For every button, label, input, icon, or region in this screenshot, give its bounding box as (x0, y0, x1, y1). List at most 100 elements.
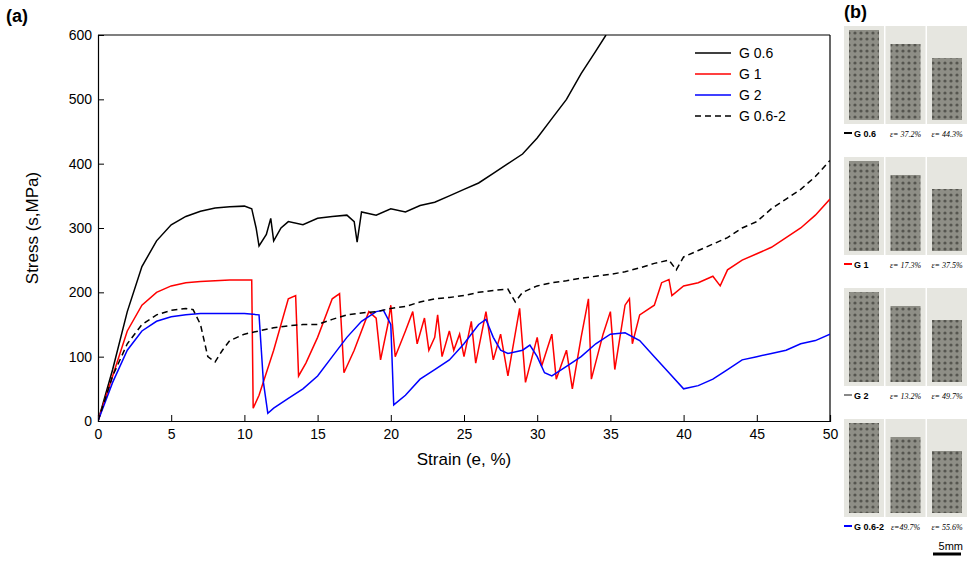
specimen-photo (927, 26, 967, 124)
strain-caption: ε= 44.3% (931, 130, 963, 139)
specimen-photo (886, 288, 926, 386)
x-tick-label: 20 (384, 426, 400, 442)
specimen (891, 175, 921, 251)
legend-swatch (695, 115, 731, 117)
y-tick-label: 0 (84, 413, 92, 429)
x-tick: 35 (603, 415, 619, 442)
specimen (932, 189, 962, 251)
legend-label: G 0.6 (739, 45, 773, 61)
row-name: G 2 (854, 391, 869, 401)
specimen-photo (927, 157, 967, 255)
x-axis-title: Strain (e, %) (417, 450, 511, 469)
legend-label: G 0.6-2 (739, 108, 786, 124)
specimen-photo (886, 26, 926, 124)
specimen (891, 306, 921, 382)
specimen-photo (927, 288, 967, 386)
x-axis-line (99, 415, 831, 422)
series-line (98, 160, 830, 421)
x-tick-mark (610, 415, 611, 421)
row-name: G 0.6-2 (854, 522, 884, 532)
x-tick: 5 (168, 415, 176, 442)
strain-caption: ε= 17.3% (890, 261, 922, 270)
x-tick-label: 45 (750, 426, 766, 442)
x-tick-label: 40 (676, 426, 692, 442)
strain-caption: ε=49.7% (891, 523, 921, 532)
specimen (891, 44, 921, 120)
y-axis-line (99, 36, 105, 422)
y-tick-mark (98, 421, 104, 422)
y-tick: 100 (69, 349, 104, 365)
legend-label: G 1 (739, 66, 762, 82)
x-tick-mark (171, 415, 172, 421)
x-tick-label: 10 (237, 426, 253, 442)
frame-top (98, 34, 830, 35)
y-tick-label: 100 (69, 349, 93, 365)
specimen (891, 437, 921, 513)
row-swatch (844, 132, 852, 134)
strain-caption: ε= 37.5% (931, 261, 963, 270)
frame-right (829, 35, 830, 421)
specimen-photo (844, 26, 884, 124)
strain-caption: ε= 49.7% (931, 392, 963, 401)
specimen-photo (844, 157, 884, 255)
y-axis: 0100200300400500600 (69, 27, 104, 429)
x-tick-mark (391, 415, 392, 421)
row-name: G 1 (854, 260, 869, 270)
x-tick-label: 35 (603, 426, 619, 442)
y-tick: 200 (69, 284, 104, 300)
row-swatch (844, 525, 852, 527)
y-tick-mark (98, 99, 104, 100)
x-tick-label: 25 (457, 426, 473, 442)
x-tick-mark (537, 415, 538, 421)
row-swatch (844, 394, 852, 396)
specimen (932, 58, 962, 120)
legend: G 0.6G 1G 2G 0.6-2 (695, 45, 786, 124)
y-tick: 0 (84, 413, 104, 429)
specimen-photo (886, 157, 926, 255)
y-tick-mark (98, 228, 104, 229)
x-tick-mark (757, 415, 758, 421)
x-tick: 45 (750, 415, 766, 442)
x-tick: 10 (237, 415, 253, 442)
x-tick: 15 (310, 415, 326, 442)
specimen (849, 161, 879, 251)
x-tick-label: 50 (823, 426, 839, 442)
specimen-photo (886, 419, 926, 517)
x-tick-label: 5 (168, 426, 176, 442)
specimen (932, 320, 962, 382)
plot-lines (98, 35, 830, 421)
x-tick-label: 30 (530, 426, 546, 442)
legend-swatch (695, 94, 731, 96)
y-tick-label: 500 (69, 91, 93, 107)
y-tick-label: 400 (69, 156, 93, 172)
x-tick: 50 (823, 415, 839, 442)
scale-bar (933, 553, 961, 556)
series-line (98, 310, 830, 421)
y-tick-label: 200 (69, 284, 93, 300)
y-axis-title: Stress (s,MPa) (23, 172, 42, 284)
specimen (849, 423, 879, 513)
row-name: G 0.6 (854, 129, 876, 139)
photo-panel: G 0.6ε= 37.2%ε= 44.3%G 1ε= 17.3%ε= 37.5%… (844, 26, 967, 532)
scale-bar-label: 5mm (939, 540, 963, 552)
specimen (932, 451, 962, 513)
x-tick-label: 15 (310, 426, 326, 442)
strain-caption: ε= 55.6% (931, 523, 963, 532)
series-line (98, 199, 830, 421)
panel-label: (a) (6, 6, 28, 26)
x-tick: 20 (384, 415, 400, 442)
y-tick-label: 600 (69, 27, 93, 43)
x-tick: 25 (457, 415, 473, 442)
y-tick-mark (98, 164, 104, 165)
legend-swatch (695, 52, 731, 54)
y-tick-mark (98, 292, 104, 293)
x-tick: 30 (530, 415, 546, 442)
x-tick-mark (244, 415, 245, 421)
row-swatch (844, 263, 852, 265)
x-tick-mark (684, 415, 685, 421)
x-tick-mark (318, 415, 319, 421)
figure: (a)0510152025303540455001002003004005006… (0, 0, 969, 565)
x-tick: 40 (676, 415, 692, 442)
strain-caption: ε= 13.2% (890, 392, 922, 401)
x-tick-mark (464, 415, 465, 421)
